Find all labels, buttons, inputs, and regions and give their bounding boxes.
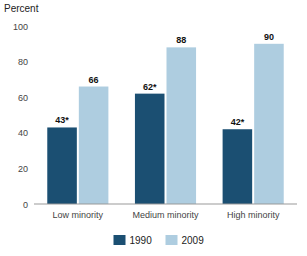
data-label: 90 xyxy=(264,32,274,42)
y-tick-label: 100 xyxy=(13,22,28,32)
y-tick-label: 80 xyxy=(18,57,28,67)
bar xyxy=(79,87,109,204)
x-tick-label: High minority xyxy=(227,210,280,220)
data-labels: 43* 62* 42* 66 88 90 xyxy=(55,32,274,127)
bar xyxy=(135,94,165,204)
x-axis-line xyxy=(34,204,297,205)
chart-container: Percent 0 20 40 60 80 100 43* 62* 42* 66 88 90 Low mi… xyxy=(0,0,307,256)
data-label: 43* xyxy=(55,115,69,125)
legend-label: 1990 xyxy=(130,235,153,246)
legend-label: 2009 xyxy=(182,235,205,246)
legend: 1990 2009 xyxy=(114,235,205,246)
y-tick-label: 60 xyxy=(18,93,28,103)
x-tick-label: Low minority xyxy=(53,210,104,220)
data-label: 62* xyxy=(143,82,157,92)
y-tick-label: 20 xyxy=(18,164,28,174)
bars xyxy=(47,44,283,204)
y-tick-label: 0 xyxy=(23,200,28,210)
bar xyxy=(167,47,197,204)
data-label: 42* xyxy=(231,117,245,127)
bar xyxy=(47,127,77,204)
chart: Percent 0 20 40 60 80 100 43* 62* 42* 66 88 90 Low mi… xyxy=(0,0,307,256)
data-label: 66 xyxy=(89,75,99,85)
y-axis-label: Percent xyxy=(4,3,39,14)
bar xyxy=(223,129,253,204)
legend-swatch xyxy=(166,235,178,245)
y-tick-label: 40 xyxy=(18,128,28,138)
legend-swatch xyxy=(114,235,126,245)
data-label: 88 xyxy=(176,35,186,45)
bar xyxy=(254,44,284,204)
x-tick-label: Medium minority xyxy=(132,210,199,220)
